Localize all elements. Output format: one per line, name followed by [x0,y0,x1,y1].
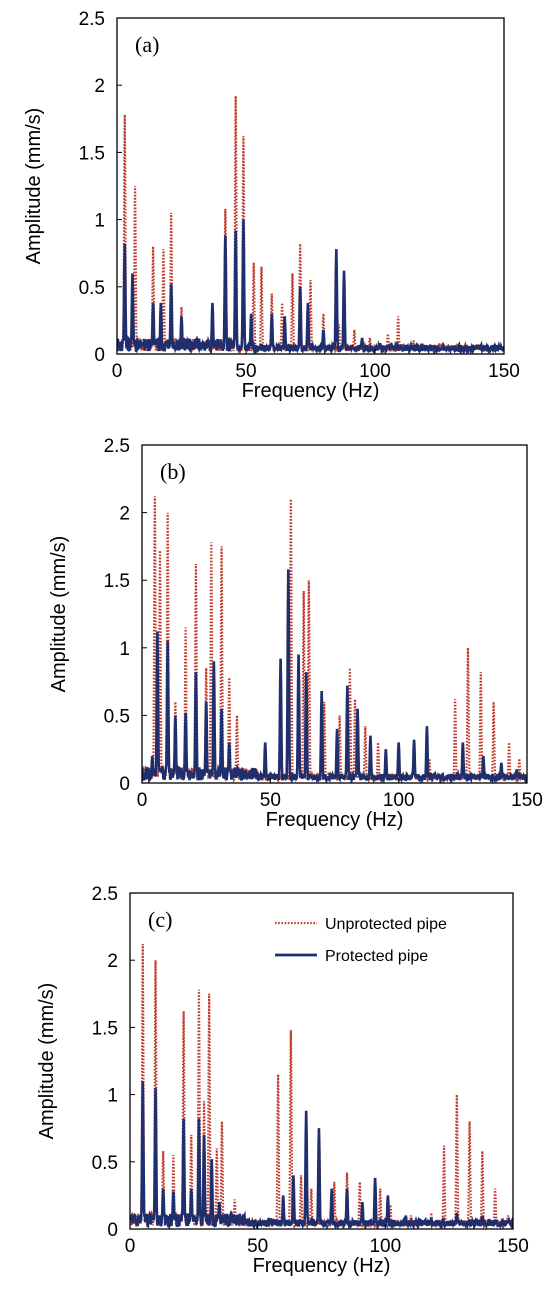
x-tick-label: 50 [235,361,256,382]
x-axis-label: Frequency (Hz) [242,380,380,402]
y-tick-label: 1 [119,639,130,660]
series-line-unprotected [117,95,504,354]
y-tick-label: 1.5 [104,571,130,592]
series-line-protected [142,569,527,783]
y-tick-label: 0.5 [104,706,130,727]
y-tick-label: 2 [119,504,130,525]
y-tick-label: 1 [94,211,105,232]
chart-panel-c: 0 0.5 1 1.5 2 2.5 0 50 100 150 Frequency (Hz) Ampli… [36,884,529,1277]
y-tick-label: 2.5 [92,884,118,905]
x-tick-label: 50 [247,1236,268,1257]
plot-frame [116,17,505,355]
x-axis-label: Frequency (Hz) [253,1255,391,1277]
plot-frame [129,892,514,1230]
x-tick-label: 100 [369,1236,401,1257]
legend-entry: Unprotected pipe [325,916,447,933]
x-tick-label: 100 [359,361,391,382]
y-tick-label: 0.5 [92,1153,118,1174]
chart-panel-b: 0 0.5 1 1.5 2 2.5 0 50 100 150 Frequency (Hz) Ampli… [48,436,543,831]
x-tick-label: 0 [137,790,148,811]
y-tick-label: 2.5 [79,9,105,30]
chart-panel-a: 0 0.5 1 1.5 2 2.5 0 50 100 150 Frequency (Hz) Ampli… [23,9,520,402]
x-tick-label: 150 [488,361,520,382]
y-tick-label: 0 [119,774,130,795]
series-line-protected [117,219,504,354]
series-line-protected [130,1081,513,1229]
legend-entry: Protected pipe [325,948,428,965]
x-axis-label: Frequency (Hz) [266,809,404,831]
y-tick-label: 2 [94,76,105,97]
panel-label: (c) [148,907,172,932]
plot-frame [141,444,528,784]
x-tick-label: 0 [112,361,123,382]
y-tick-label: 2 [107,951,118,972]
y-tick-label: 0 [107,1220,118,1241]
y-tick-label: 1.5 [92,1018,118,1039]
y-tick-label: 1.5 [79,143,105,164]
x-tick-label: 50 [260,790,281,811]
y-tick-label: 2.5 [104,436,130,457]
series-line-unprotected [142,496,527,783]
y-axis-label: Amplitude (mm/s) [23,108,45,265]
y-axis-label: Amplitude (mm/s) [36,983,58,1140]
x-tick-label: 0 [125,1236,136,1257]
panel-label: (a) [135,32,159,57]
y-tick-label: 0.5 [79,278,105,299]
y-tick-label: 0 [94,345,105,366]
panel-label: (b) [160,459,186,484]
y-tick-label: 1 [107,1086,118,1107]
y-axis-label: Amplitude (mm/s) [48,536,70,693]
x-tick-label: 100 [383,790,415,811]
x-tick-label: 150 [497,1236,529,1257]
x-tick-label: 150 [511,790,543,811]
series-line-unprotected [130,944,513,1229]
